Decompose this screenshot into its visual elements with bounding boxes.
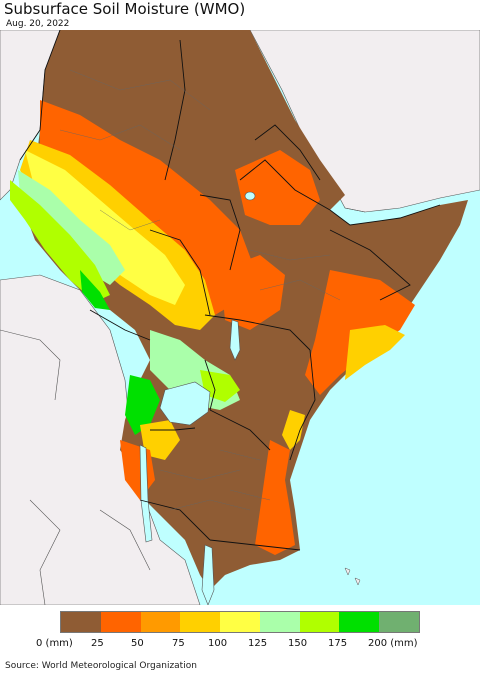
- zone-amber-somalia: [345, 325, 405, 380]
- legend-swatch: [180, 612, 221, 632]
- zone-orange-ethiopia-south: [220, 255, 285, 330]
- legend-label: 25: [91, 638, 104, 649]
- coastlines: [0, 207, 366, 605]
- soil-moisture-map: [0, 30, 480, 605]
- legend-swatch: [220, 612, 260, 632]
- legend-label: 150: [288, 638, 308, 649]
- legend-colorbar: [60, 611, 420, 633]
- lake-victoria: [159, 381, 211, 426]
- zone-orange-ethiopia: [235, 150, 320, 225]
- islands: [344, 567, 361, 586]
- map-title: Subsurface Soil Moisture (WMO): [4, 0, 246, 18]
- legend-label: 125: [248, 638, 268, 649]
- lake-malawi: [201, 544, 215, 605]
- legend-swatch: [259, 612, 300, 632]
- legend-swatch: [61, 612, 101, 632]
- legend-swatch: [299, 612, 340, 632]
- zone-yellow: [25, 150, 185, 305]
- source-credit: Source: World Meteorological Organizatio…: [5, 661, 197, 671]
- zone-bright-green-west: [80, 270, 110, 310]
- map-date: Aug. 20, 2022: [6, 19, 70, 29]
- zone-amber-kenya-coast: [282, 410, 305, 450]
- legend-label: 175: [328, 638, 348, 649]
- legend-label: 0 (mm): [36, 638, 73, 649]
- admin-boundaries: [59, 69, 341, 511]
- legend-label: 75: [172, 638, 185, 649]
- zone-green-west: [10, 180, 110, 302]
- legend-label: 200 (mm): [368, 638, 418, 649]
- zone-orange-tanzania-coast: [255, 440, 295, 555]
- legend-swatch: [339, 612, 380, 632]
- legend-labels: 0 (mm) 25 50 75 100 125 150 175 200 (mm): [0, 638, 480, 652]
- legend-label: 100: [208, 638, 228, 649]
- legend-label: 50: [131, 638, 144, 649]
- lake-tana: [244, 191, 256, 201]
- zone-light-green-west: [18, 170, 125, 285]
- zone-green-lakes: [125, 375, 160, 435]
- legend-swatch: [140, 612, 181, 632]
- country-borders: [19, 30, 441, 551]
- legend-swatch: [379, 612, 420, 632]
- zone-orange-sahel: [40, 100, 255, 315]
- lake-turkana: [229, 319, 241, 361]
- legend-swatch: [100, 612, 141, 632]
